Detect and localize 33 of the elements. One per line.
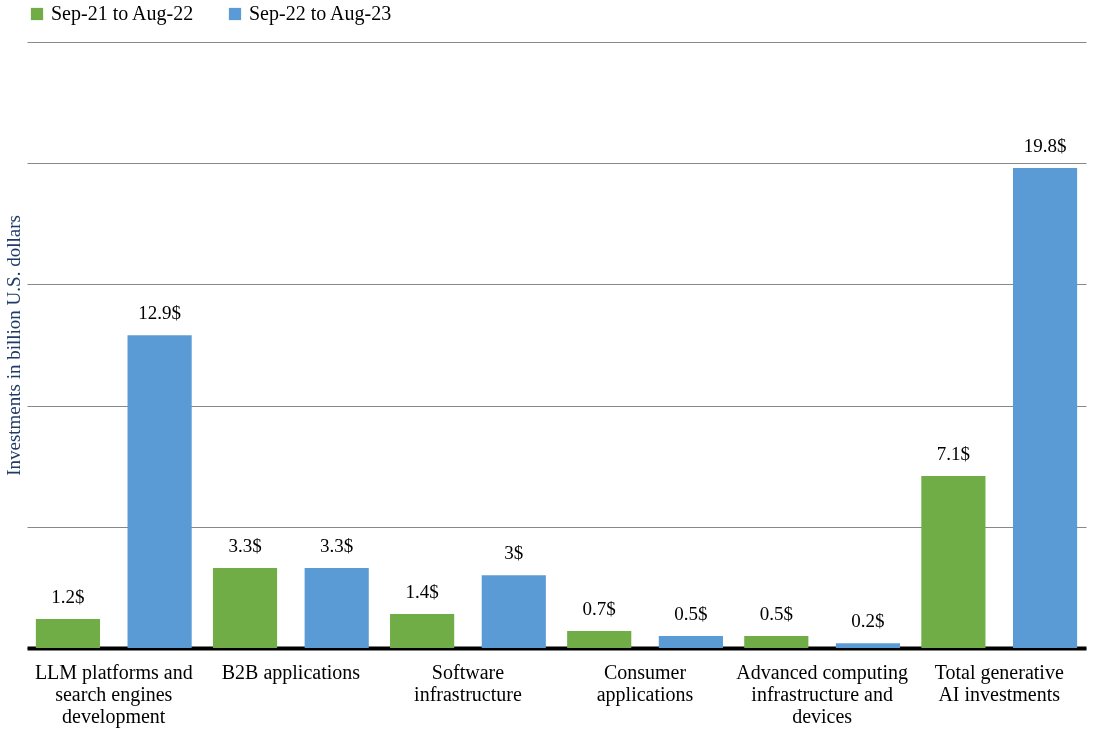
bar bbox=[744, 635, 809, 648]
data-label: 12.9$ bbox=[138, 302, 181, 324]
bar bbox=[481, 575, 546, 648]
bar bbox=[212, 568, 278, 648]
data-label: 0.2$ bbox=[851, 610, 885, 632]
data-label: 1.4$ bbox=[405, 581, 439, 603]
data-label: 0.5$ bbox=[759, 602, 793, 624]
x-tick-label: Total generative AI investments bbox=[934, 660, 1064, 705]
bar bbox=[835, 643, 901, 648]
legend-label: Sep-21 to Aug-22 bbox=[51, 2, 194, 25]
bar bbox=[35, 618, 101, 648]
bar bbox=[1012, 168, 1078, 648]
x-tick-label: B2B applications bbox=[221, 660, 361, 684]
bar bbox=[127, 335, 192, 648]
data-label: 0.7$ bbox=[582, 598, 616, 620]
data-label: 3.3$ bbox=[228, 535, 262, 557]
data-label: 3.3$ bbox=[320, 535, 354, 557]
y-axis-title: Investments in billion U.S. dollars bbox=[2, 215, 24, 476]
bar bbox=[921, 475, 986, 648]
legend-label: Sep-22 to Aug-23 bbox=[249, 2, 392, 25]
bar bbox=[658, 635, 723, 648]
data-label: 0.5$ bbox=[674, 602, 708, 624]
bar bbox=[304, 568, 369, 648]
x-tick-label: LLM platforms and search engines development bbox=[34, 660, 193, 728]
data-label: 19.8$ bbox=[1023, 135, 1067, 157]
x-tick-label: Consumer applications bbox=[596, 660, 694, 706]
x-tick-label: Software infrastructure bbox=[414, 660, 522, 705]
bar bbox=[567, 631, 632, 648]
data-label: 3$ bbox=[504, 542, 524, 564]
x-tick-label: Advanced computing infrastructure and devices bbox=[736, 660, 908, 727]
bar bbox=[390, 614, 455, 648]
data-label: 7.1$ bbox=[936, 442, 971, 464]
data-label: 1.2$ bbox=[51, 585, 85, 607]
